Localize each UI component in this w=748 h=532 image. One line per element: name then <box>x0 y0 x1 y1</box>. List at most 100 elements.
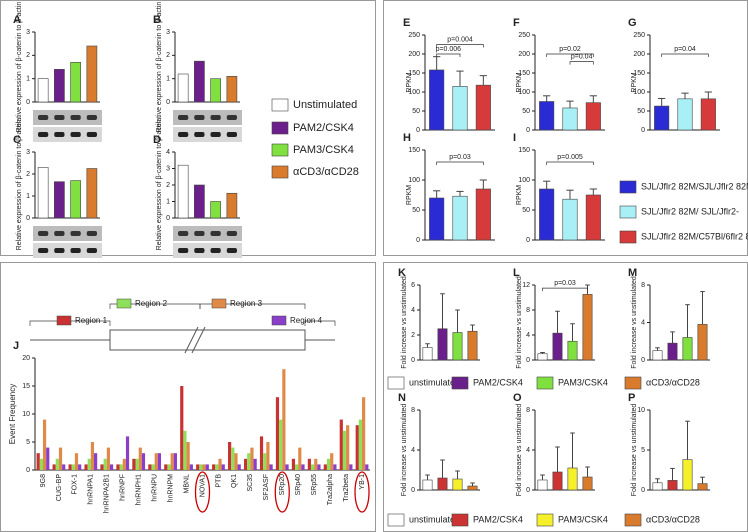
bar <box>70 62 81 103</box>
significance-bracket <box>546 53 594 57</box>
region-swatch <box>56 315 72 326</box>
legend-swatch <box>619 180 637 194</box>
y-axis-label: Relative expression of β-catenin to β-ac… <box>16 2 23 133</box>
legend-swatch <box>536 376 554 390</box>
bar <box>298 447 302 470</box>
bar <box>94 453 98 470</box>
x-tick-label: hnRNPU <box>151 474 158 502</box>
y-tick-label: 0 <box>26 215 30 222</box>
bar <box>39 458 43 470</box>
highlight-circle <box>354 471 370 513</box>
bar <box>70 180 81 219</box>
panel-letter: O <box>513 392 522 404</box>
panel-letter: N <box>398 392 406 404</box>
bar <box>71 464 75 470</box>
blot-band <box>226 248 237 253</box>
y-axis-label: Fold increase vs unstimulated <box>401 276 408 369</box>
y-axis-label: Fold increase vs unstimulated <box>516 276 523 369</box>
y-tick-label: 0 <box>411 357 415 364</box>
bar <box>682 459 693 491</box>
p-value: p=0.004 <box>447 36 473 43</box>
y-tick-label: 0 <box>641 487 645 494</box>
bar <box>358 419 363 470</box>
blot-band <box>178 132 189 137</box>
bar <box>237 464 241 470</box>
bar <box>567 340 578 361</box>
y-axis-label: RPKM <box>516 72 523 92</box>
blot-band <box>86 231 97 236</box>
legend-swatch <box>387 376 405 390</box>
y-tick-label: 8 <box>526 407 530 414</box>
significance-bracket <box>542 287 588 292</box>
y-axis-label: Relative expression of β-catenin to β-ac… <box>156 2 163 133</box>
bar <box>62 464 66 470</box>
panel-letter: M <box>628 267 637 279</box>
y-tick-label: 2 <box>26 171 30 178</box>
bar <box>700 98 716 131</box>
panel-letter: F <box>513 17 520 29</box>
bar <box>199 464 203 470</box>
legend-label: αCD3/αCD28 <box>293 166 359 178</box>
x-tick-label: hnRNPM <box>167 474 174 503</box>
p-value: p=0.02 <box>559 46 581 53</box>
region-bracket <box>304 320 336 326</box>
legend-label: PAM2/CSK4 <box>473 514 523 524</box>
axis-break <box>184 326 206 354</box>
y-tick-label: 4 <box>166 149 170 156</box>
bar <box>567 467 578 491</box>
bar <box>339 419 343 470</box>
bar <box>697 483 708 491</box>
bar <box>177 164 189 219</box>
bar <box>365 464 369 470</box>
bar <box>253 458 257 470</box>
bar <box>164 464 168 470</box>
significance-bracket <box>436 161 484 165</box>
bar <box>196 464 200 470</box>
y-tick-label: 100 <box>408 177 420 184</box>
bar <box>86 45 98 103</box>
p-value: p=0.04 <box>571 53 593 60</box>
blot-band <box>86 132 97 137</box>
highlight-circle <box>274 471 290 513</box>
bar <box>562 107 578 131</box>
bar <box>183 430 187 470</box>
significance-bracket <box>546 161 594 165</box>
legend-swatch <box>624 513 642 527</box>
bar <box>151 464 155 470</box>
y-tick-label: 15 <box>22 383 30 390</box>
y-tick-label: 150 <box>518 70 530 77</box>
blot-band <box>54 231 65 236</box>
bar <box>552 332 563 361</box>
y-tick-label: 0 <box>526 487 530 494</box>
y-tick-label: 100 <box>408 89 420 96</box>
bar <box>291 458 296 470</box>
y-tick-label: 0 <box>416 127 420 134</box>
y-tick-label: 250 <box>633 32 645 39</box>
bar <box>226 76 238 103</box>
bar <box>266 442 270 470</box>
y-tick-label: 0 <box>526 357 530 364</box>
blot-band <box>38 132 49 137</box>
y-tick-label: 0 <box>416 237 420 244</box>
legend-label: PAM3/CSK4 <box>558 377 608 387</box>
bar <box>54 69 65 103</box>
blot-band <box>194 132 205 137</box>
bar <box>202 464 206 470</box>
blot-bg <box>173 127 242 142</box>
bar <box>167 464 171 470</box>
blot-band <box>70 132 81 137</box>
legend-swatch <box>624 376 642 390</box>
y-axis-label: Event Frequency <box>8 384 17 444</box>
y-tick-label: 0 <box>166 99 170 106</box>
legend-label: PAM3/CSK4 <box>558 514 608 524</box>
panel-letter: J <box>13 340 19 352</box>
panel-frame <box>383 262 748 532</box>
blot-band <box>70 248 81 253</box>
bar <box>346 425 350 470</box>
blot-band <box>86 248 97 253</box>
bar <box>263 453 267 470</box>
bar <box>301 464 305 470</box>
y-tick-label: 5 <box>641 447 645 454</box>
blot-band <box>210 132 221 137</box>
bar <box>78 464 82 470</box>
